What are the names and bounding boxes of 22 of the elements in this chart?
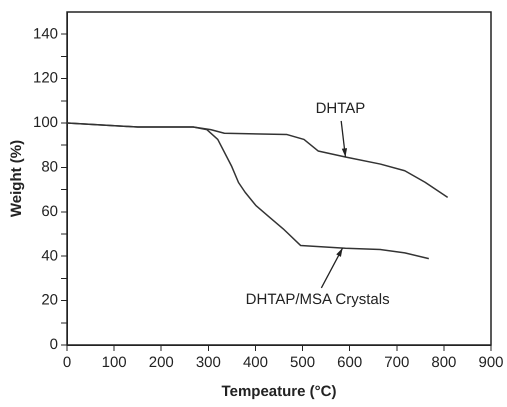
y-tick-label: 140: [32, 25, 58, 42]
y-tick-label: 80: [41, 158, 58, 176]
annotation: DHTAP: [316, 100, 366, 118]
x-tick-label: 100: [102, 354, 127, 372]
y-axis-title: Weight (%): [8, 140, 26, 218]
y-tick-label: 0: [50, 336, 58, 354]
x-tick-label: 600: [337, 354, 362, 372]
x-tick-label: 900: [478, 354, 504, 372]
x-tick-label: 700: [384, 354, 410, 372]
x-tick-label: 0: [62, 354, 72, 372]
x-tick-label: 500: [290, 354, 316, 372]
y-tick-label: 40: [41, 247, 58, 264]
y-tick-label: 120: [32, 70, 58, 87]
y-tick-label: 60: [41, 202, 58, 220]
annotation: DHTAP/MSA Crystals: [246, 291, 390, 308]
x-tick-label: 300: [196, 354, 221, 372]
x-axis-title: Tempeature (°C): [222, 383, 336, 400]
y-tick-label: 100: [32, 114, 58, 132]
x-tick-label: 800: [431, 354, 456, 372]
x-tick-label: 400: [242, 354, 268, 372]
y-tick-label: 20: [41, 292, 58, 309]
x-tick-label: 200: [148, 354, 174, 372]
